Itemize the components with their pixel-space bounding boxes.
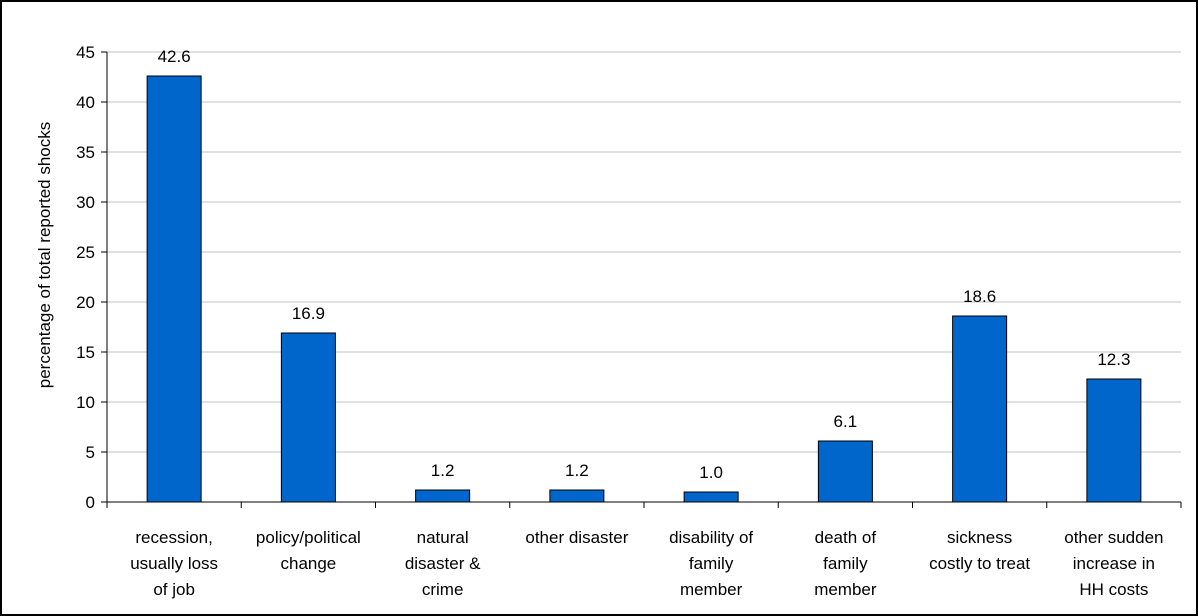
data-label: 6.1 [834,412,858,431]
bar [1086,378,1142,503]
y-tick-label: 30 [76,193,95,212]
y-tick-label: 45 [76,43,95,62]
category-label: recession, usually loss of job [130,528,218,599]
category-label: natural disaster & crime [405,528,481,599]
category-label-line: of job [153,580,195,599]
category-label-line: family [689,554,734,573]
y-tick-label: 35 [76,143,95,162]
category-label: policy/political change [256,528,361,573]
y-tick-labels: 0 5 10 15 20 25 30 35 40 45 [76,43,95,512]
category-label-line: other sudden [1064,528,1163,547]
category-label-line: other disaster [525,528,628,547]
category-label-line: sickness [947,528,1012,547]
data-label: 18.6 [963,287,996,306]
category-label: death of family member [814,528,877,599]
y-tick-label: 40 [76,93,95,112]
bar [280,332,336,503]
category-labels: recession, usually loss of job policy/polit… [130,528,1163,599]
category-label-line: family [823,554,868,573]
category-label-line: natural [417,528,469,547]
category-label-line: policy/political [256,528,361,547]
category-label-line: disaster & [405,554,481,573]
bar [817,440,873,503]
data-label: 12.3 [1097,350,1130,369]
data-labels: 42.6 16.9 1.2 1.2 1.0 6.1 18.6 12.3 [158,47,1131,482]
bar [549,489,605,503]
category-label: sickness costly to treat [929,528,1030,573]
category-label-line: member [680,580,743,599]
y-tick-label: 20 [76,293,95,312]
bar [415,489,471,503]
data-label: 1.2 [431,461,455,480]
y-tick-label: 10 [76,393,95,412]
category-label: other disaster [525,528,628,547]
category-label-line: crime [422,580,464,599]
data-label: 1.0 [699,463,723,482]
category-label: disability of family member [669,528,753,599]
bar [146,75,202,503]
category-label-line: increase in [1073,554,1155,573]
category-label-line: disability of [669,528,753,547]
y-tick-label: 0 [86,493,95,512]
y-axis-title: percentage of total reported shocks [35,122,54,389]
bar [952,315,1008,503]
bars [146,75,1142,503]
y-tick-label: 15 [76,343,95,362]
y-tick-label: 25 [76,243,95,262]
category-label-line: usually loss [130,554,218,573]
data-label: 42.6 [158,47,191,66]
category-label-line: costly to treat [929,554,1030,573]
y-tick-label: 5 [86,443,95,462]
data-label: 1.2 [565,461,589,480]
category-label-line: death of [815,528,877,547]
category-label-line: HH costs [1079,580,1148,599]
bar [683,491,739,503]
category-label-line: change [280,554,336,573]
data-label: 16.9 [292,304,325,323]
axes [101,51,1182,508]
category-label-line: recession, [135,528,212,547]
category-label-line: member [814,580,877,599]
category-label: other sudden increase in HH costs [1064,528,1163,599]
